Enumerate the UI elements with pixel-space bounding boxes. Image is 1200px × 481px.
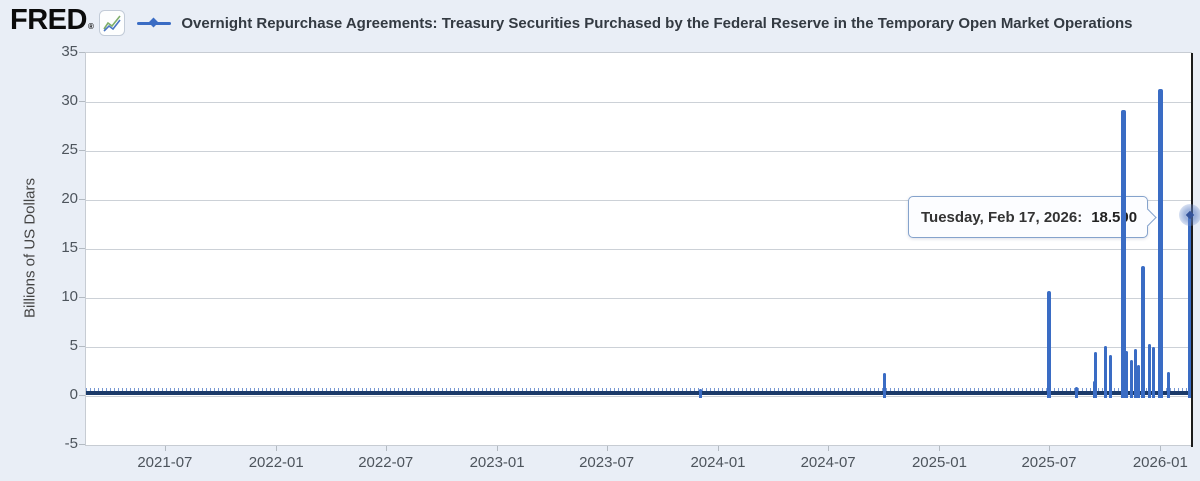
y-axis-title: Billions of US Dollars <box>21 177 39 319</box>
y-axis-tick-label: 5 <box>69 337 78 354</box>
legend-series-marker[interactable] <box>137 16 172 30</box>
series-title: Overnight Repurchase Agreements: Treasur… <box>181 14 1133 32</box>
data-spike[interactable] <box>1166 372 1170 398</box>
gridline <box>86 346 1191 348</box>
y-axis-tick-mark <box>79 150 85 151</box>
gridline <box>86 101 1191 103</box>
y-axis-tick-label: 15 <box>61 239 78 256</box>
series-baseline <box>86 391 1191 395</box>
x-axis-tick-label: 2022-07 <box>358 454 414 471</box>
tooltip-arrow <box>1138 208 1157 227</box>
y-axis-tick-label: 10 <box>61 288 78 305</box>
y-axis-tick-mark <box>79 297 85 298</box>
data-spike[interactable] <box>1103 346 1107 398</box>
y-axis-tick-mark <box>79 101 85 102</box>
gridline <box>86 199 1191 201</box>
x-axis-tick-mark <box>385 445 387 451</box>
fred-logo[interactable]: FRED® <box>10 3 94 36</box>
y-axis-tick-mark <box>79 444 85 445</box>
y-axis-tick-label: 35 <box>61 43 78 60</box>
data-spike[interactable] <box>1121 109 1127 398</box>
y-axis-tick-mark <box>79 248 85 249</box>
gridline <box>86 297 1191 299</box>
data-spike[interactable] <box>1130 359 1134 398</box>
x-axis-tick-mark <box>1049 445 1050 451</box>
x-axis-tick-label: 2026-01 <box>1132 454 1188 471</box>
y-axis-tick-label: 30 <box>61 92 78 109</box>
data-spike[interactable] <box>1074 387 1078 398</box>
x-axis-tick-label: 2023-01 <box>469 454 525 471</box>
y-axis-tick-label: 25 <box>61 141 78 158</box>
data-spike[interactable] <box>882 372 886 398</box>
x-axis-tick-mark <box>276 445 278 451</box>
x-axis-tick-mark <box>717 445 719 451</box>
x-axis-tick-mark <box>828 445 830 451</box>
tooltip: Tuesday, Feb 17, 2026: 18.500 <box>908 196 1157 238</box>
data-spike[interactable] <box>1094 351 1098 398</box>
x-axis-tick-mark <box>606 445 608 451</box>
y-axis-tick-mark <box>79 52 85 53</box>
y-axis-tick-mark <box>79 346 85 347</box>
tooltip-value: 18.500 <box>1091 208 1138 226</box>
chart-header: FRED® Overnight Repurchase Agreements: T… <box>10 4 1133 40</box>
plot-area[interactable]: Tuesday, Feb 17, 2026: 18.500 <box>85 52 1200 447</box>
data-spike[interactable] <box>1109 354 1112 398</box>
x-axis-tick-label: 2021-07 <box>137 454 193 471</box>
data-spike[interactable] <box>1151 347 1155 398</box>
data-spike[interactable] <box>1147 344 1151 398</box>
y-axis-tick-label: 0 <box>69 386 78 403</box>
series-baseline-markers <box>86 388 1191 391</box>
x-axis-tick-label: 2025-01 <box>911 454 967 471</box>
data-spike[interactable] <box>1137 364 1141 398</box>
tooltip-date-label: Tuesday, Feb 17, 2026: <box>921 208 1083 226</box>
registered-trademark: ® <box>87 21 94 31</box>
gridline <box>86 248 1191 250</box>
y-axis-tick-label: 20 <box>61 190 78 207</box>
x-axis-tick-mark <box>1160 445 1162 451</box>
sparkline-icon <box>99 10 126 36</box>
data-spike[interactable] <box>1158 89 1164 398</box>
data-spike[interactable] <box>1047 291 1052 398</box>
x-axis-tick-label: 2023-07 <box>579 454 635 471</box>
x-axis-tick-label: 2025-07 <box>1021 454 1077 471</box>
data-spike[interactable] <box>1134 348 1138 398</box>
gridline <box>86 395 1191 397</box>
data-spike[interactable] <box>1187 214 1192 398</box>
legend-point-icon <box>148 17 159 28</box>
x-axis-tick-label: 2024-07 <box>800 454 856 471</box>
data-spike[interactable] <box>698 388 702 398</box>
y-axis-tick-label: -5 <box>64 435 78 452</box>
data-spike[interactable] <box>1140 265 1145 398</box>
gridline <box>86 150 1191 152</box>
data-spike[interactable] <box>1092 381 1096 398</box>
x-axis-tick-mark <box>497 445 499 451</box>
data-spike[interactable] <box>1124 350 1128 398</box>
hover-crosshair <box>1190 53 1193 447</box>
y-axis-tick-mark <box>79 395 85 396</box>
y-axis-tick-mark <box>79 199 85 200</box>
x-axis-tick-label: 2024-01 <box>690 454 746 471</box>
x-axis-tick-mark <box>939 445 941 451</box>
x-axis-tick-label: 2022-01 <box>248 454 304 471</box>
x-axis-tick-mark <box>164 445 166 451</box>
